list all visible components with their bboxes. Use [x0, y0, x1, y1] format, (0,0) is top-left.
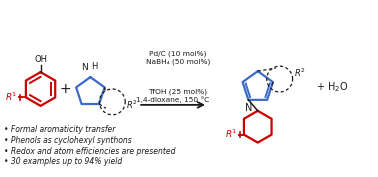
Text: $R^2$: $R^2$ — [126, 99, 138, 111]
Text: N: N — [82, 63, 88, 72]
Text: TfOH (25 mol%): TfOH (25 mol%) — [149, 88, 208, 95]
Text: $R^1$: $R^1$ — [225, 127, 237, 140]
Text: NaBH₄ (50 mol%): NaBH₄ (50 mol%) — [146, 59, 210, 65]
Text: + H$_2$O: + H$_2$O — [316, 80, 348, 94]
Text: OH: OH — [34, 55, 47, 64]
Text: $R^2$: $R^2$ — [294, 67, 305, 79]
Text: • Phenols as cyclohexyl synthons: • Phenols as cyclohexyl synthons — [4, 136, 132, 145]
Text: • Formal aromaticity transfer: • Formal aromaticity transfer — [4, 125, 115, 134]
Text: • Redox and atom efficiencies are presented: • Redox and atom efficiencies are presen… — [4, 147, 175, 156]
Text: Pd/C (10 mol%): Pd/C (10 mol%) — [149, 51, 207, 57]
Text: 1,4-dioxane, 150 °C: 1,4-dioxane, 150 °C — [136, 96, 210, 103]
Text: • 30 examples up to 94% yield: • 30 examples up to 94% yield — [4, 158, 122, 166]
Text: +: + — [60, 82, 71, 96]
Text: N: N — [245, 103, 252, 113]
Text: H: H — [91, 62, 98, 71]
Text: $R^1$: $R^1$ — [5, 90, 18, 103]
